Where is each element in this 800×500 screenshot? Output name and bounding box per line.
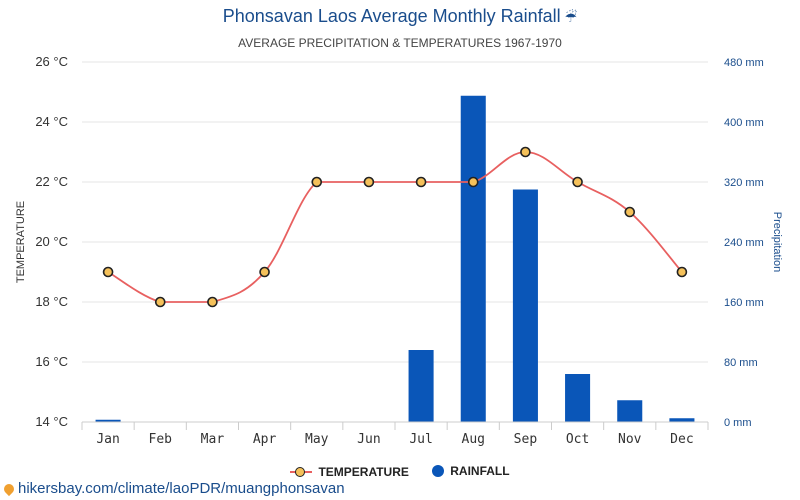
chart-legend: TEMPERATURE RAINFALL (0, 464, 800, 480)
rainfall-bar (617, 400, 643, 422)
x-tick-label: Jul (409, 432, 432, 447)
y2-tick-label: 400 mm (724, 117, 764, 129)
temperature-point (415, 176, 427, 188)
rainfall-bar (669, 418, 695, 422)
chart-title-text: Phonsavan Laos Average Monthly Rainfall (222, 6, 561, 26)
y-tick-label: 20 °C (35, 234, 68, 249)
source-link-text: hikersbay.com/climate/laoPDR/muangphonsa… (18, 480, 345, 497)
temperature-point (259, 266, 270, 278)
y2-tick-label: 160 mm (724, 297, 764, 309)
rainfall-bar (95, 419, 121, 422)
x-tick-label: Aug (462, 432, 485, 447)
y2-tick-label: 240 mm (724, 237, 764, 249)
legend-item-temperature[interactable]: TEMPERATURE (290, 465, 409, 479)
rainfall-bar (460, 95, 486, 422)
temperature-line (107, 151, 683, 303)
y-tick-label: 22 °C (35, 174, 68, 189)
temperature-point (624, 206, 636, 218)
temperature-point (154, 296, 166, 308)
temperature-line-layer (102, 146, 688, 308)
y-axis-title: TEMPERATURE (15, 201, 27, 283)
source-link[interactable]: hikersbay.com/climate/laoPDR/muangphonsa… (1, 480, 345, 497)
y2-axis-title: Precipitation (771, 212, 783, 273)
x-tick-label: Oct (566, 432, 589, 447)
legend-item-rainfall[interactable]: RAINFALL (432, 464, 510, 478)
x-tick-label: May (305, 432, 329, 447)
y2-tick-label: 480 mm (724, 57, 764, 69)
temperature-point (311, 176, 323, 188)
axes: 14 °C 16 °C 18 °C 20 °C 22 °C 24 °C 26 °C 0 mm 8… (15, 54, 783, 447)
umbrella-rain-icon: ☔ (564, 9, 578, 25)
y-tick-label: 16 °C (35, 354, 68, 369)
y2-tick-label: 0 mm (724, 417, 752, 429)
temperature-point (102, 266, 114, 278)
temperature-point (520, 146, 531, 158)
rainfall-bars (95, 95, 695, 422)
grid-lines (81, 61, 709, 430)
x-tick-label: Dec (670, 432, 693, 447)
x-tick-label: Nov (618, 432, 642, 447)
temperature-point (676, 266, 688, 278)
temperature-point (572, 176, 583, 188)
y-tick-label: 18 °C (35, 294, 68, 309)
x-tick-label: Feb (149, 432, 173, 447)
y2-tick-label: 80 mm (724, 357, 758, 369)
chart-subtitle: AVERAGE PRECIPITATION & TEMPERATURES 196… (238, 36, 562, 50)
x-tick-label: Apr (253, 432, 277, 447)
x-tick-label: Sep (514, 432, 538, 447)
y-tick-label: 14 °C (35, 414, 68, 429)
x-tick-label: Jan (96, 432, 119, 447)
rainfall-bar (408, 350, 434, 422)
rainfall-bar (565, 374, 591, 422)
chart-title: Phonsavan Laos Average Monthly Rainfall ☔ (0, 6, 800, 27)
rainfall-dot-icon (432, 465, 445, 477)
temperature-point (363, 176, 375, 188)
legend-temperature-label: TEMPERATURE (318, 465, 409, 479)
legend-rainfall-label: RAINFALL (450, 464, 510, 478)
temperature-point (467, 176, 479, 188)
y-tick-label: 26 °C (35, 54, 68, 69)
y2-tick-label: 320 mm (724, 177, 764, 189)
location-pin-icon (1, 481, 17, 496)
x-tick-label: Jun (357, 432, 380, 447)
temperature-point (207, 296, 218, 308)
temperature-marker-icon (290, 467, 313, 477)
rainfall-bar (512, 189, 538, 422)
y-tick-label: 24 °C (35, 114, 68, 129)
x-tick-label: Mar (201, 432, 225, 447)
